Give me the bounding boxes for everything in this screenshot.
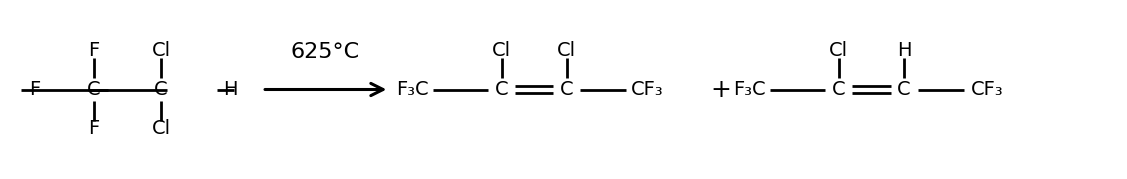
Text: Cl: Cl bbox=[558, 41, 576, 60]
Text: H: H bbox=[897, 41, 912, 60]
Text: C: C bbox=[897, 80, 911, 99]
Text: +: + bbox=[710, 78, 731, 101]
Text: 625°C: 625°C bbox=[291, 42, 360, 62]
Text: F: F bbox=[88, 119, 99, 138]
Text: F₃C: F₃C bbox=[734, 80, 766, 99]
Text: C: C bbox=[154, 80, 168, 99]
Text: F₃C: F₃C bbox=[396, 80, 428, 99]
Text: C: C bbox=[560, 80, 574, 99]
Text: C: C bbox=[87, 80, 100, 99]
Text: Cl: Cl bbox=[151, 41, 170, 60]
Text: Cl: Cl bbox=[151, 119, 170, 138]
Text: F: F bbox=[29, 80, 41, 99]
Text: H: H bbox=[223, 80, 238, 99]
Text: Cl: Cl bbox=[492, 41, 512, 60]
Text: CF₃: CF₃ bbox=[631, 80, 664, 99]
Text: F: F bbox=[88, 41, 99, 60]
Text: CF₃: CF₃ bbox=[970, 80, 1003, 99]
Text: Cl: Cl bbox=[829, 41, 849, 60]
Text: C: C bbox=[832, 80, 845, 99]
Text: C: C bbox=[495, 80, 508, 99]
